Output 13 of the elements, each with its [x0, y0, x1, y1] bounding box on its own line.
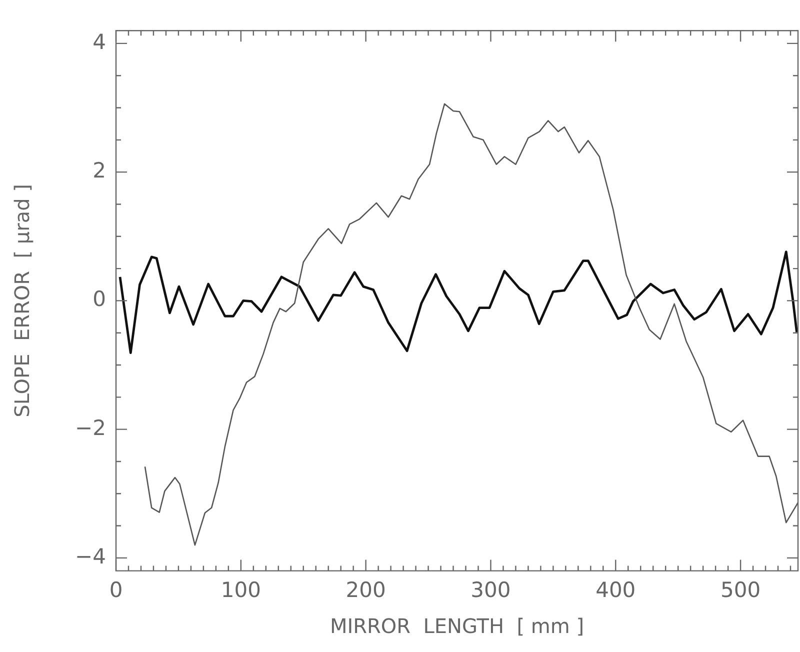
- x-tick-label: 100: [220, 578, 261, 602]
- y-tick-label: −4: [75, 544, 106, 568]
- x-tick-label: 400: [596, 578, 636, 602]
- x-axis-title: MIRROR LENGTH [ mm ]: [330, 614, 584, 638]
- x-tick-label: 300: [470, 578, 511, 602]
- x-tick-label: 500: [720, 578, 761, 602]
- x-tick-label: 200: [346, 578, 386, 602]
- y-tick-label: 4: [92, 30, 106, 54]
- y-tick-label: 0: [92, 287, 106, 312]
- y-tick-label: −2: [75, 416, 106, 440]
- x-tick-label: 0: [109, 578, 123, 602]
- y-tick-label: 2: [92, 158, 106, 183]
- y-axis-title: SLOPE ERROR [ μrad ]: [10, 184, 34, 418]
